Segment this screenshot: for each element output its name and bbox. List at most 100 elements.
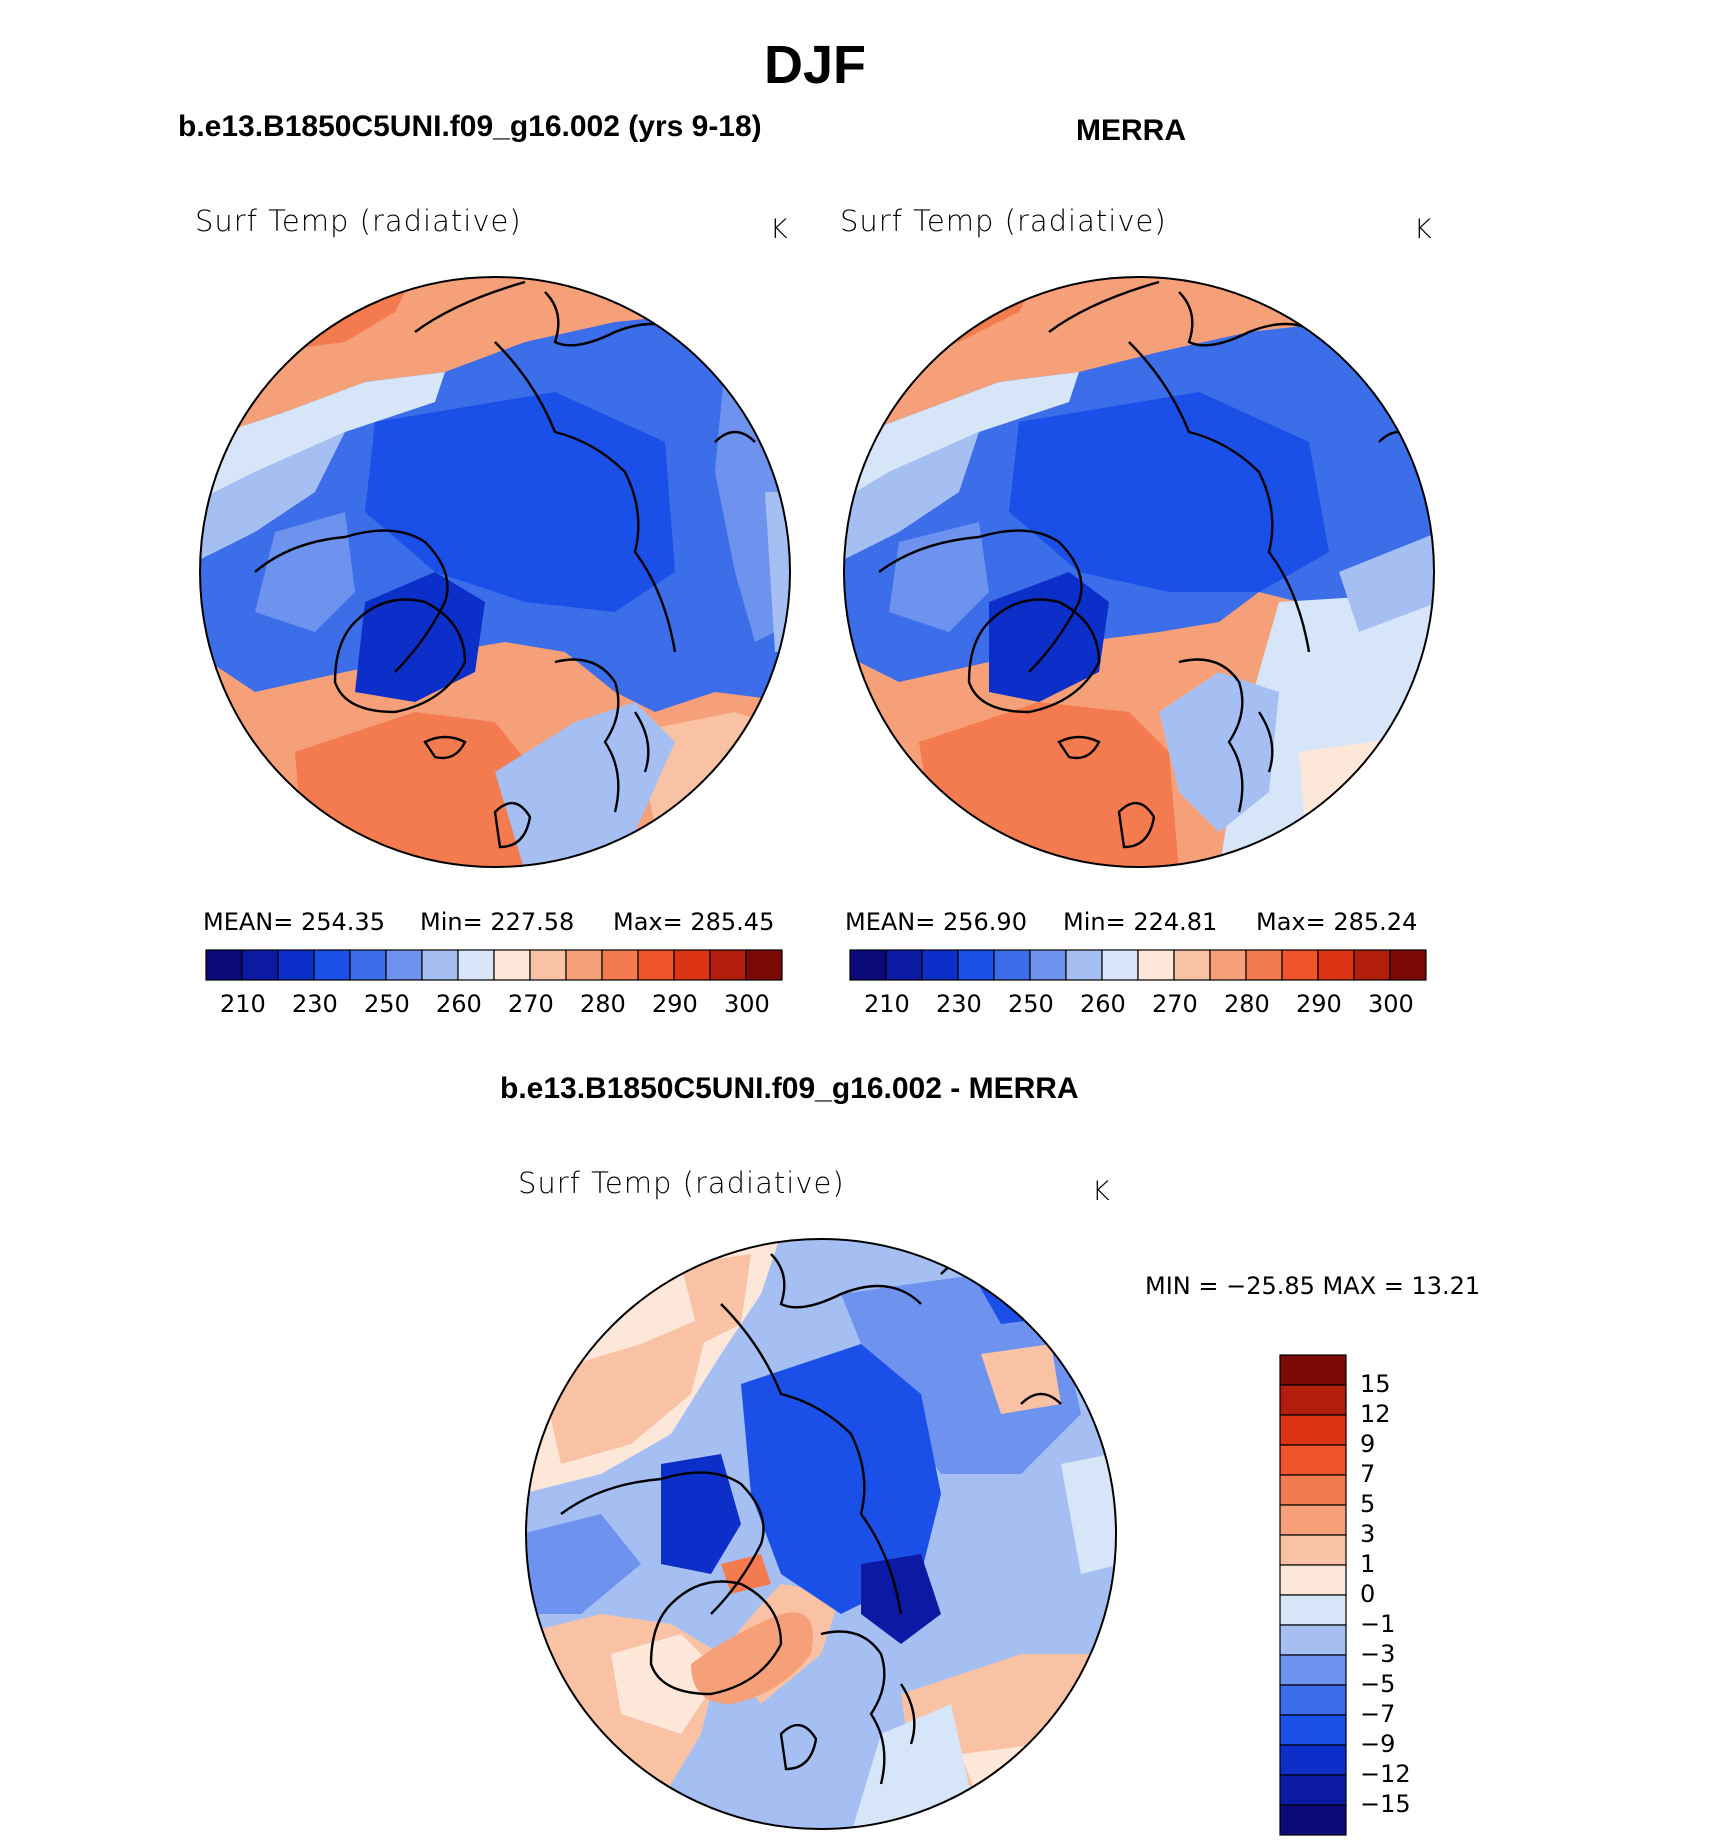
colorbar-tick-label: −12 <box>1360 1760 1411 1788</box>
colorbar-swatch <box>745 949 783 981</box>
colorbar-swatch <box>885 949 923 981</box>
diff-polar-map <box>525 1238 1117 1830</box>
colorbar-tick-label: 3 <box>1360 1520 1376 1548</box>
colorbar-swatch <box>1245 949 1283 981</box>
colorbar-tick-label: 290 <box>1296 990 1342 1018</box>
colorbar-swatch <box>493 949 531 981</box>
right-max-stat: Max= 285.24 <box>1256 908 1418 936</box>
left-panel-title: b.e13.B1850C5UNI.f09_g16.002 (yrs 9-18) <box>178 110 762 143</box>
colorbar-swatch <box>1279 1474 1347 1506</box>
colorbar-tick-label: 250 <box>1008 990 1054 1018</box>
colorbar-tick-label: −15 <box>1360 1790 1411 1818</box>
colorbar-swatch <box>1279 1714 1347 1746</box>
colorbar-swatch <box>1209 949 1247 981</box>
colorbar-tick-label: 12 <box>1360 1400 1391 1428</box>
colorbar-swatch <box>205 949 243 981</box>
colorbar-swatch <box>349 949 387 981</box>
left-min-stat: Min= 227.58 <box>420 908 575 936</box>
colorbar-swatch <box>457 949 495 981</box>
colorbar-swatch <box>1279 1804 1347 1836</box>
colorbar-tick-label: 290 <box>652 990 698 1018</box>
colorbar-tick-label: 230 <box>936 990 982 1018</box>
colorbar-swatch <box>1353 949 1391 981</box>
colorbar-tick-label: 7 <box>1360 1460 1376 1488</box>
colorbar-tick-label: 260 <box>1080 990 1126 1018</box>
right-colorbar <box>849 949 1427 981</box>
left-variable-label: Surf Temp (radiative) <box>195 204 522 238</box>
colorbar-tick-label: 260 <box>436 990 482 1018</box>
colorbar-swatch <box>1279 1444 1347 1476</box>
left-units-label: K <box>770 214 788 245</box>
colorbar-swatch <box>849 949 887 981</box>
colorbar-tick-label: −3 <box>1360 1640 1396 1668</box>
diff-units-label: K <box>1092 1176 1110 1207</box>
colorbar-swatch <box>1101 949 1139 981</box>
colorbar-tick-label: 15 <box>1360 1370 1391 1398</box>
colorbar-swatch <box>241 949 279 981</box>
left-colorbar <box>205 949 783 981</box>
colorbar-swatch <box>993 949 1031 981</box>
colorbar-swatch <box>1173 949 1211 981</box>
colorbar-swatch <box>957 949 995 981</box>
colorbar-tick-label: 300 <box>1368 990 1414 1018</box>
colorbar-swatch <box>1279 1384 1347 1416</box>
right-panel-title: MERRA <box>1076 114 1186 147</box>
colorbar-swatch <box>1279 1534 1347 1566</box>
colorbar-tick-label: 280 <box>1224 990 1270 1018</box>
colorbar-tick-label: −1 <box>1360 1610 1396 1638</box>
colorbar-swatch <box>1137 949 1175 981</box>
colorbar-tick-label: −5 <box>1360 1670 1396 1698</box>
colorbar-swatch <box>1279 1684 1347 1716</box>
diff-panel-title: b.e13.B1850C5UNI.f09_g16.002 - MERRA <box>500 1072 1079 1105</box>
diff-variable-label: Surf Temp (radiative) <box>518 1166 845 1200</box>
colorbar-tick-label: 9 <box>1360 1430 1376 1458</box>
colorbar-swatch <box>1279 1624 1347 1656</box>
colorbar-swatch <box>385 949 423 981</box>
colorbar-swatch <box>1389 949 1427 981</box>
left-colorbar-ticks: 210 230 250 260 270 280 290 300 <box>206 988 782 1018</box>
colorbar-tick-label: 270 <box>1152 990 1198 1018</box>
colorbar-tick-label: 5 <box>1360 1490 1376 1518</box>
colorbar-swatch <box>565 949 603 981</box>
colorbar-tick-label: −7 <box>1360 1700 1396 1728</box>
colorbar-swatch <box>1279 1774 1347 1806</box>
colorbar-tick-label: 210 <box>864 990 910 1018</box>
colorbar-swatch <box>1279 1354 1347 1386</box>
right-polar-map <box>843 276 1435 868</box>
left-polar-map <box>199 276 791 868</box>
diff-minmax-stat: MIN = −25.85 MAX = 13.21 <box>1145 1272 1481 1300</box>
colorbar-swatch <box>709 949 747 981</box>
right-units-label: K <box>1414 214 1432 245</box>
colorbar-tick-label: 270 <box>508 990 554 1018</box>
right-mean-stat: MEAN= 256.90 <box>845 908 1027 936</box>
colorbar-swatch <box>637 949 675 981</box>
colorbar-swatch <box>1279 1744 1347 1776</box>
colorbar-swatch <box>1279 1504 1347 1536</box>
diff-colorbar <box>1279 1354 1347 1836</box>
colorbar-swatch <box>673 949 711 981</box>
colorbar-swatch <box>1279 1594 1347 1626</box>
left-max-stat: Max= 285.45 <box>613 908 775 936</box>
colorbar-swatch <box>1317 949 1355 981</box>
colorbar-swatch <box>921 949 959 981</box>
right-min-stat: Min= 224.81 <box>1063 908 1218 936</box>
colorbar-swatch <box>1281 949 1319 981</box>
colorbar-tick-label: 230 <box>292 990 338 1018</box>
colorbar-swatch <box>601 949 639 981</box>
colorbar-swatch <box>1279 1654 1347 1686</box>
colorbar-swatch <box>313 949 351 981</box>
colorbar-swatch <box>277 949 315 981</box>
colorbar-tick-label: −9 <box>1360 1730 1396 1758</box>
colorbar-swatch <box>421 949 459 981</box>
colorbar-swatch <box>1065 949 1103 981</box>
colorbar-tick-label: 1 <box>1360 1550 1376 1578</box>
colorbar-swatch <box>1279 1564 1347 1596</box>
colorbar-swatch <box>1279 1414 1347 1446</box>
colorbar-tick-label: 210 <box>220 990 266 1018</box>
colorbar-tick-label: 250 <box>364 990 410 1018</box>
main-title: DJF <box>763 35 866 95</box>
right-variable-label: Surf Temp (radiative) <box>840 204 1167 238</box>
colorbar-tick-label: 300 <box>724 990 770 1018</box>
colorbar-swatch <box>1029 949 1067 981</box>
colorbar-tick-label: 0 <box>1360 1580 1376 1608</box>
